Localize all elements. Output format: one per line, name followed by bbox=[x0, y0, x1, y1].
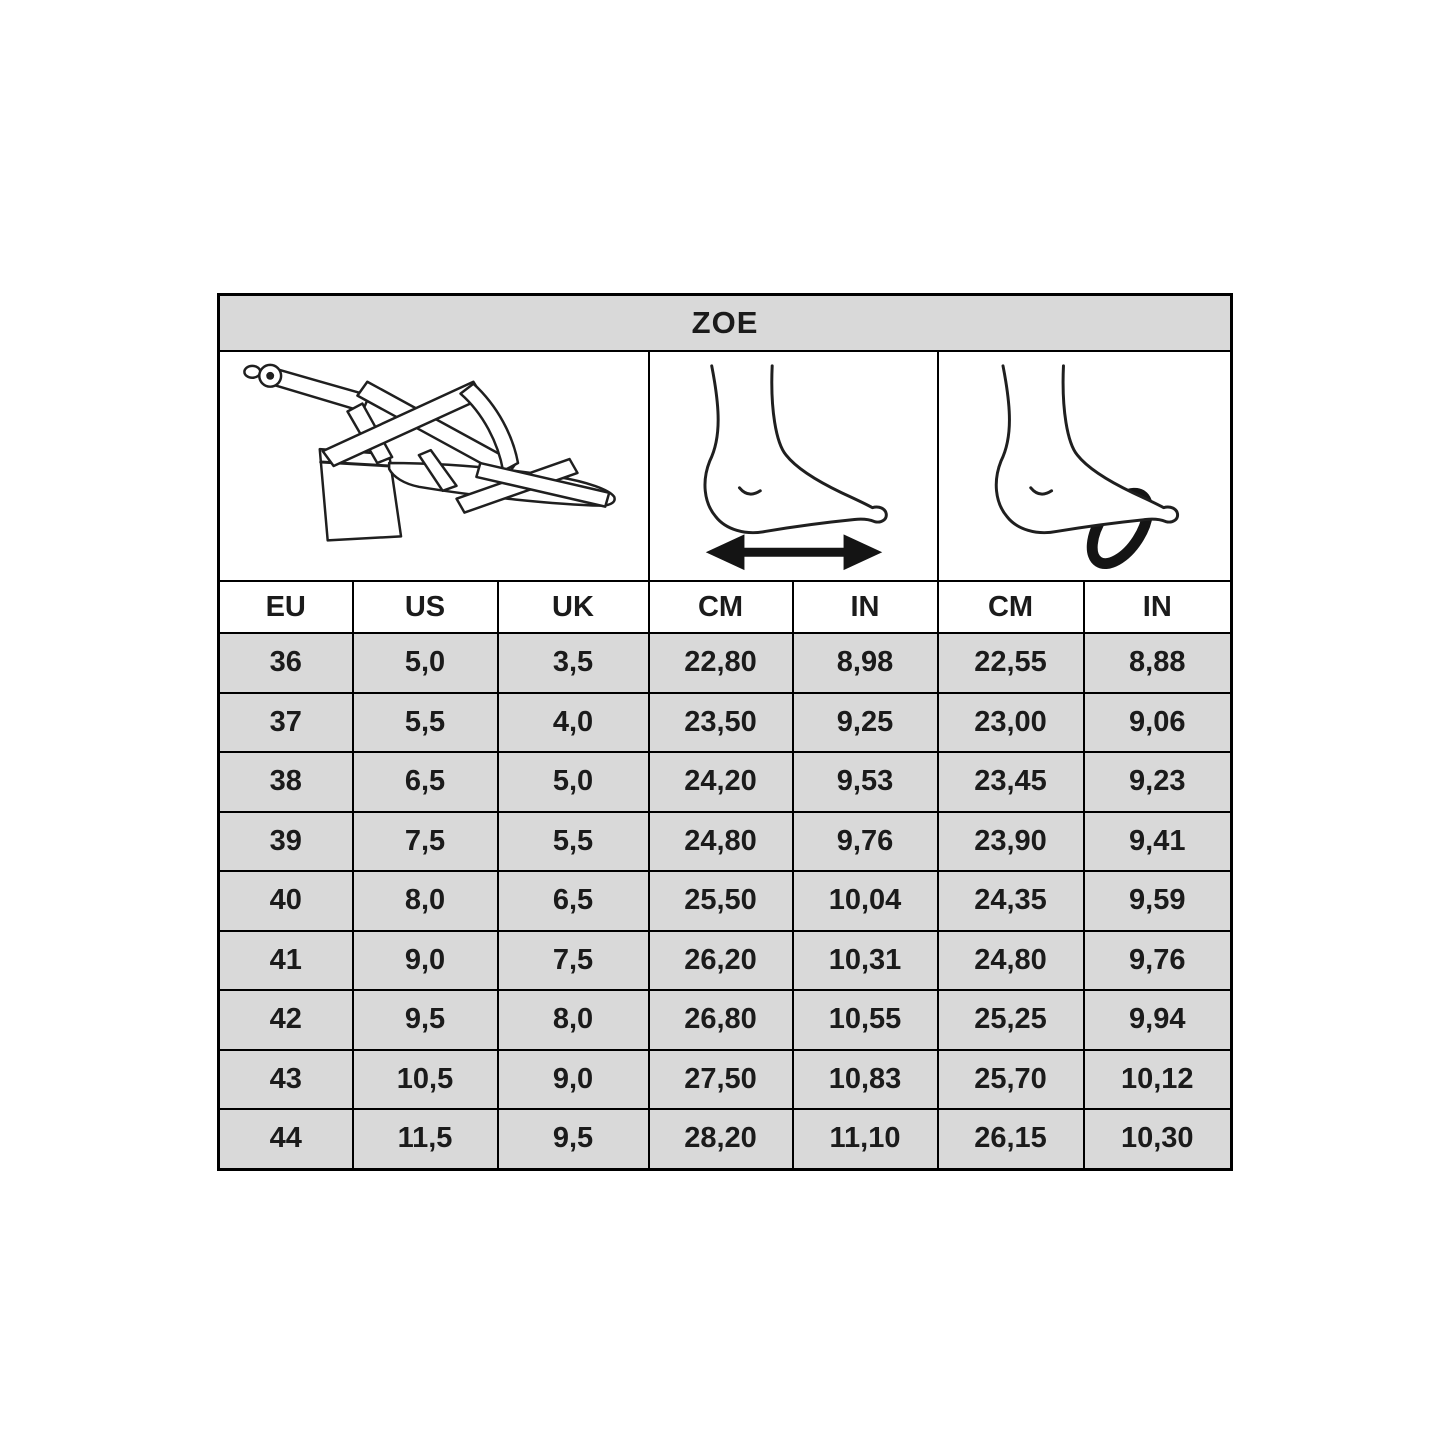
size-cell: 24,80 bbox=[647, 810, 794, 872]
table-row: 43 10,5 9,0 27,50 10,83 25,70 10,12 bbox=[217, 1048, 1233, 1110]
sandal-icon bbox=[243, 363, 616, 542]
size-cell: 9,0 bbox=[351, 929, 499, 991]
size-cell: 36 bbox=[217, 632, 354, 694]
size-cell: 9,5 bbox=[496, 1108, 650, 1170]
size-cell: 8,88 bbox=[1082, 632, 1233, 694]
size-cell: 43 bbox=[217, 1048, 354, 1110]
table-row: 38 6,5 5,0 24,20 9,53 23,45 9,23 bbox=[217, 751, 1233, 813]
size-cell: 5,0 bbox=[351, 632, 499, 694]
size-cell: 7,5 bbox=[496, 929, 650, 991]
size-chart-table: ZOE bbox=[217, 293, 1234, 1171]
sandal-illustration-cell bbox=[217, 350, 650, 582]
size-cell: 4,0 bbox=[496, 691, 650, 753]
title-row: ZOE bbox=[217, 293, 1233, 352]
foot-length-icon bbox=[703, 364, 888, 571]
size-cell: 10,5 bbox=[351, 1048, 499, 1110]
size-cell: 9,0 bbox=[496, 1048, 650, 1110]
table-row: 44 11,5 9,5 28,20 11,10 26,15 10,30 bbox=[217, 1108, 1233, 1170]
size-cell: 39 bbox=[217, 810, 354, 872]
size-cell: 9,76 bbox=[1082, 929, 1233, 991]
chart-title: ZOE bbox=[217, 293, 1233, 352]
size-cell: 10,04 bbox=[791, 870, 939, 932]
size-cell: 9,23 bbox=[1082, 751, 1233, 813]
size-cell: 10,30 bbox=[1082, 1108, 1233, 1170]
foot-length-illustration-cell bbox=[647, 350, 939, 582]
table-row: 36 5,0 3,5 22,80 8,98 22,55 8,88 bbox=[217, 632, 1233, 694]
size-cell: 9,41 bbox=[1082, 810, 1233, 872]
column-header-us: US bbox=[351, 580, 499, 634]
size-cell: 23,50 bbox=[647, 691, 794, 753]
size-cell: 9,25 bbox=[791, 691, 939, 753]
size-cell: 23,90 bbox=[936, 810, 1085, 872]
size-cell: 11,10 bbox=[791, 1108, 939, 1170]
size-cell: 8,98 bbox=[791, 632, 939, 694]
size-cell: 27,50 bbox=[647, 1048, 794, 1110]
column-header-row: EU US UK CM IN CM IN bbox=[217, 580, 1233, 634]
size-cell: 9,5 bbox=[351, 989, 499, 1051]
size-cell: 22,80 bbox=[647, 632, 794, 694]
size-cell: 26,20 bbox=[647, 929, 794, 991]
size-cell: 38 bbox=[217, 751, 354, 813]
size-cell: 6,5 bbox=[351, 751, 499, 813]
table-row: 41 9,0 7,5 26,20 10,31 24,80 9,76 bbox=[217, 929, 1233, 991]
size-cell: 26,80 bbox=[647, 989, 794, 1051]
size-cell: 9,59 bbox=[1082, 870, 1233, 932]
size-cell: 10,12 bbox=[1082, 1048, 1233, 1110]
size-cell: 8,0 bbox=[351, 870, 499, 932]
size-cell: 44 bbox=[217, 1108, 354, 1170]
size-cell: 10,83 bbox=[791, 1048, 939, 1110]
size-cell: 23,00 bbox=[936, 691, 1085, 753]
foot-girth-icon bbox=[994, 364, 1179, 570]
column-header-cm-girth: CM bbox=[936, 580, 1085, 634]
table-row: 42 9,5 8,0 26,80 10,55 25,25 9,94 bbox=[217, 989, 1233, 1051]
size-cell: 40 bbox=[217, 870, 354, 932]
size-cell: 25,25 bbox=[936, 989, 1085, 1051]
size-cell: 28,20 bbox=[647, 1108, 794, 1170]
size-cell: 8,0 bbox=[496, 989, 650, 1051]
size-cell: 22,55 bbox=[936, 632, 1085, 694]
size-cell: 24,35 bbox=[936, 870, 1085, 932]
table-row: 40 8,0 6,5 25,50 10,04 24,35 9,59 bbox=[217, 870, 1233, 932]
size-cell: 9,76 bbox=[791, 810, 939, 872]
size-cell: 10,31 bbox=[791, 929, 939, 991]
size-cell: 25,50 bbox=[647, 870, 794, 932]
size-cell: 5,0 bbox=[496, 751, 650, 813]
column-header-in-girth: IN bbox=[1082, 580, 1233, 634]
size-cell: 9,94 bbox=[1082, 989, 1233, 1051]
column-header-cm-length: CM bbox=[647, 580, 794, 634]
size-cell: 3,5 bbox=[496, 632, 650, 694]
size-cell: 10,55 bbox=[791, 989, 939, 1051]
length-arrow-icon bbox=[705, 534, 882, 571]
size-cell: 23,45 bbox=[936, 751, 1085, 813]
size-cell: 5,5 bbox=[496, 810, 650, 872]
table-row: 39 7,5 5,5 24,80 9,76 23,90 9,41 bbox=[217, 810, 1233, 872]
column-header-in-length: IN bbox=[791, 580, 939, 634]
size-cell: 24,20 bbox=[647, 751, 794, 813]
size-cell: 42 bbox=[217, 989, 354, 1051]
size-cell: 7,5 bbox=[351, 810, 499, 872]
size-cell: 5,5 bbox=[351, 691, 499, 753]
size-cell: 37 bbox=[217, 691, 354, 753]
illustration-row bbox=[217, 350, 1233, 582]
column-header-uk: UK bbox=[496, 580, 650, 634]
size-cell: 41 bbox=[217, 929, 354, 991]
size-cell: 6,5 bbox=[496, 870, 650, 932]
foot-girth-illustration-cell bbox=[936, 350, 1233, 582]
size-cell: 11,5 bbox=[351, 1108, 499, 1170]
size-cell: 9,06 bbox=[1082, 691, 1233, 753]
size-cell: 24,80 bbox=[936, 929, 1085, 991]
size-cell: 25,70 bbox=[936, 1048, 1085, 1110]
column-header-eu: EU bbox=[217, 580, 354, 634]
size-cell: 26,15 bbox=[936, 1108, 1085, 1170]
table-row: 37 5,5 4,0 23,50 9,25 23,00 9,06 bbox=[217, 691, 1233, 753]
size-cell: 9,53 bbox=[791, 751, 939, 813]
